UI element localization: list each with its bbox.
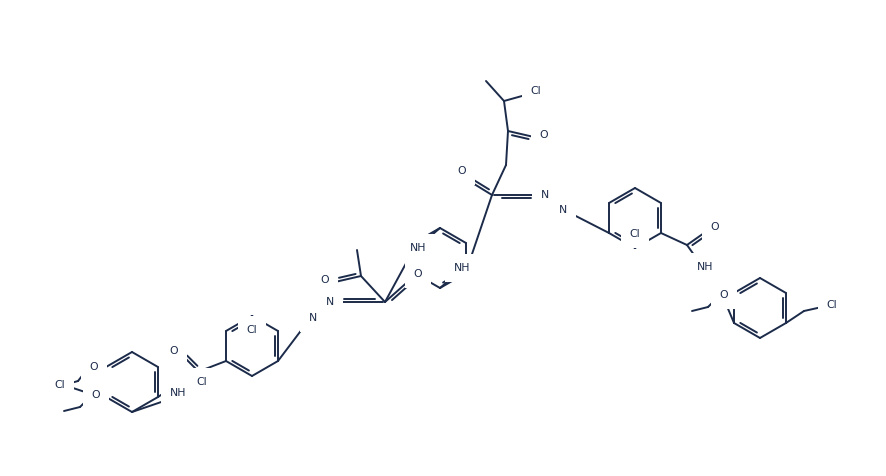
Text: O: O bbox=[169, 346, 178, 356]
Text: O: O bbox=[91, 390, 100, 400]
Text: O: O bbox=[413, 269, 422, 279]
Text: Cl: Cl bbox=[197, 377, 207, 387]
Text: NH: NH bbox=[454, 263, 470, 273]
Text: N: N bbox=[308, 313, 317, 323]
Text: NH: NH bbox=[409, 243, 426, 253]
Text: O: O bbox=[321, 275, 329, 285]
Text: O: O bbox=[539, 130, 548, 140]
Text: Cl: Cl bbox=[530, 86, 540, 96]
Text: O: O bbox=[457, 166, 466, 176]
Text: Cl: Cl bbox=[55, 380, 66, 390]
Text: Cl: Cl bbox=[826, 300, 836, 310]
Text: N: N bbox=[558, 205, 566, 215]
Text: N: N bbox=[325, 297, 334, 307]
Text: Cl: Cl bbox=[629, 229, 640, 239]
Text: Cl: Cl bbox=[246, 325, 257, 335]
Text: N: N bbox=[540, 190, 548, 200]
Text: NH: NH bbox=[169, 388, 186, 398]
Text: NH: NH bbox=[696, 262, 712, 272]
Text: O: O bbox=[710, 222, 719, 232]
Text: O: O bbox=[719, 290, 727, 300]
Text: O: O bbox=[89, 362, 98, 372]
